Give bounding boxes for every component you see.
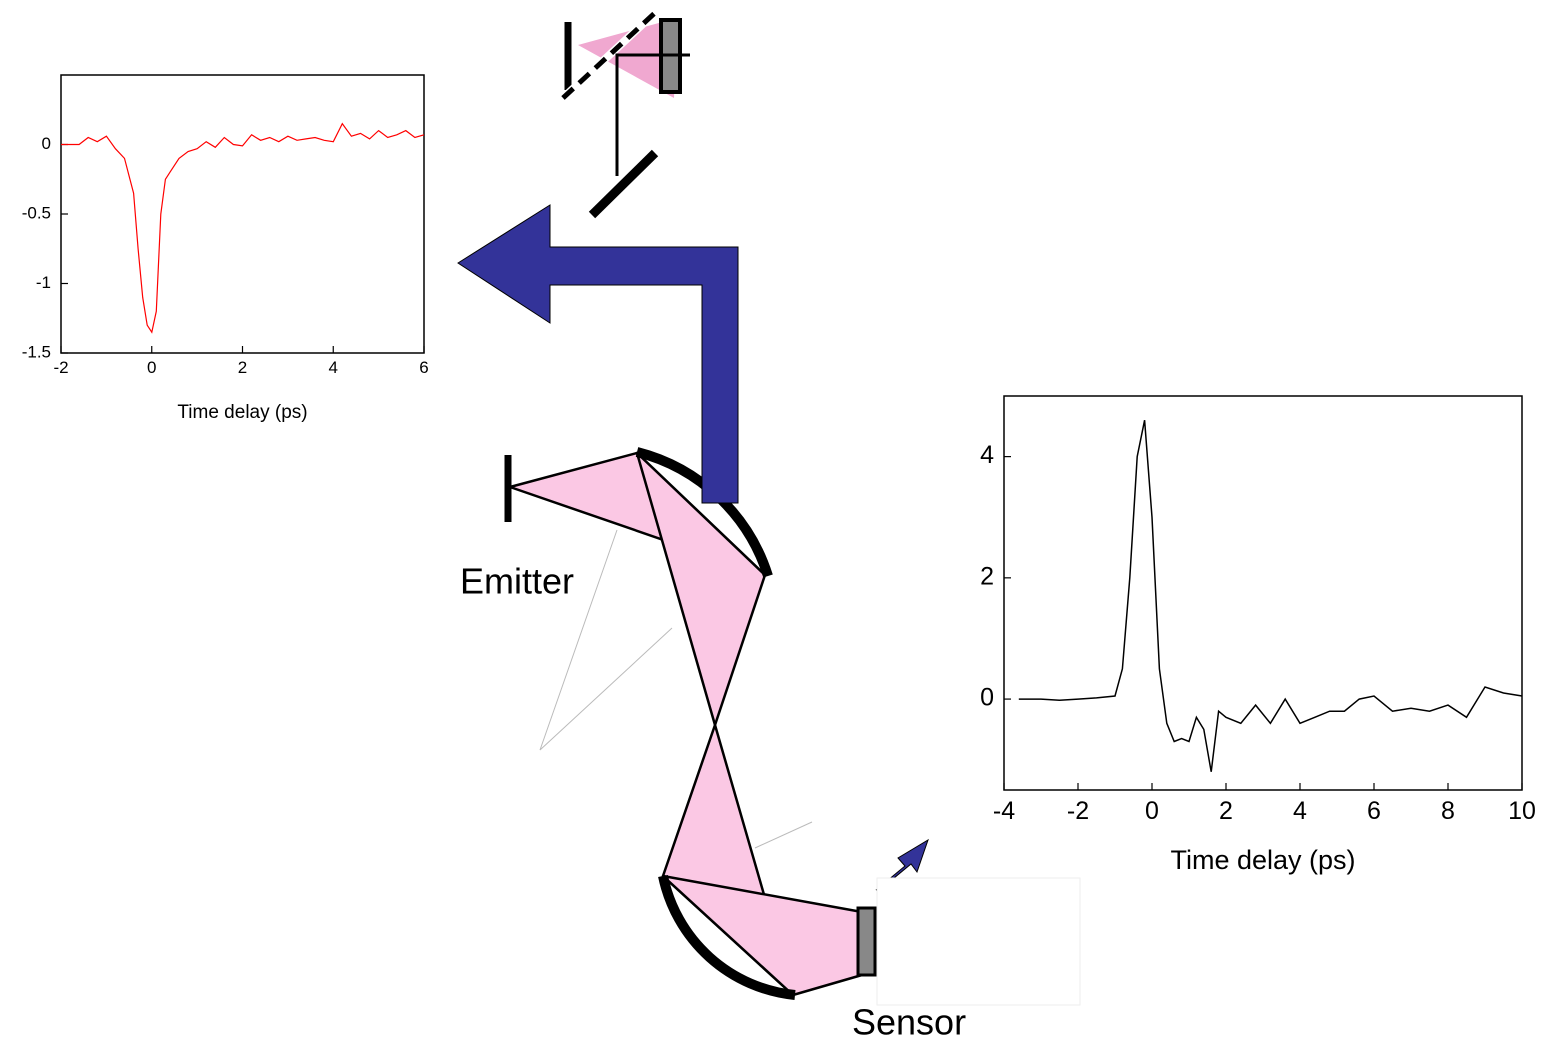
sensor-label: Sensor — [852, 1002, 966, 1043]
x-tick-label: 0 — [147, 358, 156, 377]
x-tick-label: 6 — [419, 358, 428, 377]
y-tick-label: 4 — [980, 441, 994, 469]
x-tick-label: 0 — [1145, 797, 1159, 825]
plot-frame — [61, 75, 424, 353]
x-tick-label: 10 — [1508, 797, 1536, 825]
y-tick-label: 2 — [980, 562, 994, 590]
y-tick-label: -1.5 — [22, 342, 51, 361]
x-tick-label: 4 — [329, 358, 338, 377]
plot-frame — [1004, 396, 1522, 790]
x-tick-label: 2 — [1219, 797, 1233, 825]
x-tick-label: -2 — [1067, 797, 1089, 825]
x-tick-label: 6 — [1367, 797, 1381, 825]
y-tick-label: -1 — [36, 273, 51, 292]
x-tick-label: 8 — [1441, 797, 1455, 825]
diagram: Emitter Sensor -2 0 2 4 6 0 -0.5 -1 -1.5 Time del… — [0, 0, 1543, 1046]
mirror — [592, 153, 655, 215]
x-tick-label: -4 — [993, 797, 1015, 825]
x-axis-label: Time delay (ps) — [177, 402, 307, 423]
beam — [637, 453, 765, 725]
emitter-label: Emitter — [460, 561, 574, 602]
sensor — [858, 908, 875, 975]
x-tick-label: 2 — [238, 358, 247, 377]
blank-box — [877, 878, 1080, 1005]
data-line — [1019, 420, 1522, 772]
x-axis-label: Time delay (ps) — [1170, 845, 1355, 875]
y-tick-label: 0 — [980, 684, 994, 712]
y-tick-label: -0.5 — [22, 203, 51, 222]
y-tick-label: 0 — [42, 134, 51, 153]
signal-arrow — [458, 205, 738, 503]
x-tick-label: -2 — [53, 358, 68, 377]
data-line — [61, 124, 424, 333]
x-tick-label: 4 — [1293, 797, 1307, 825]
faint-line — [755, 822, 812, 848]
